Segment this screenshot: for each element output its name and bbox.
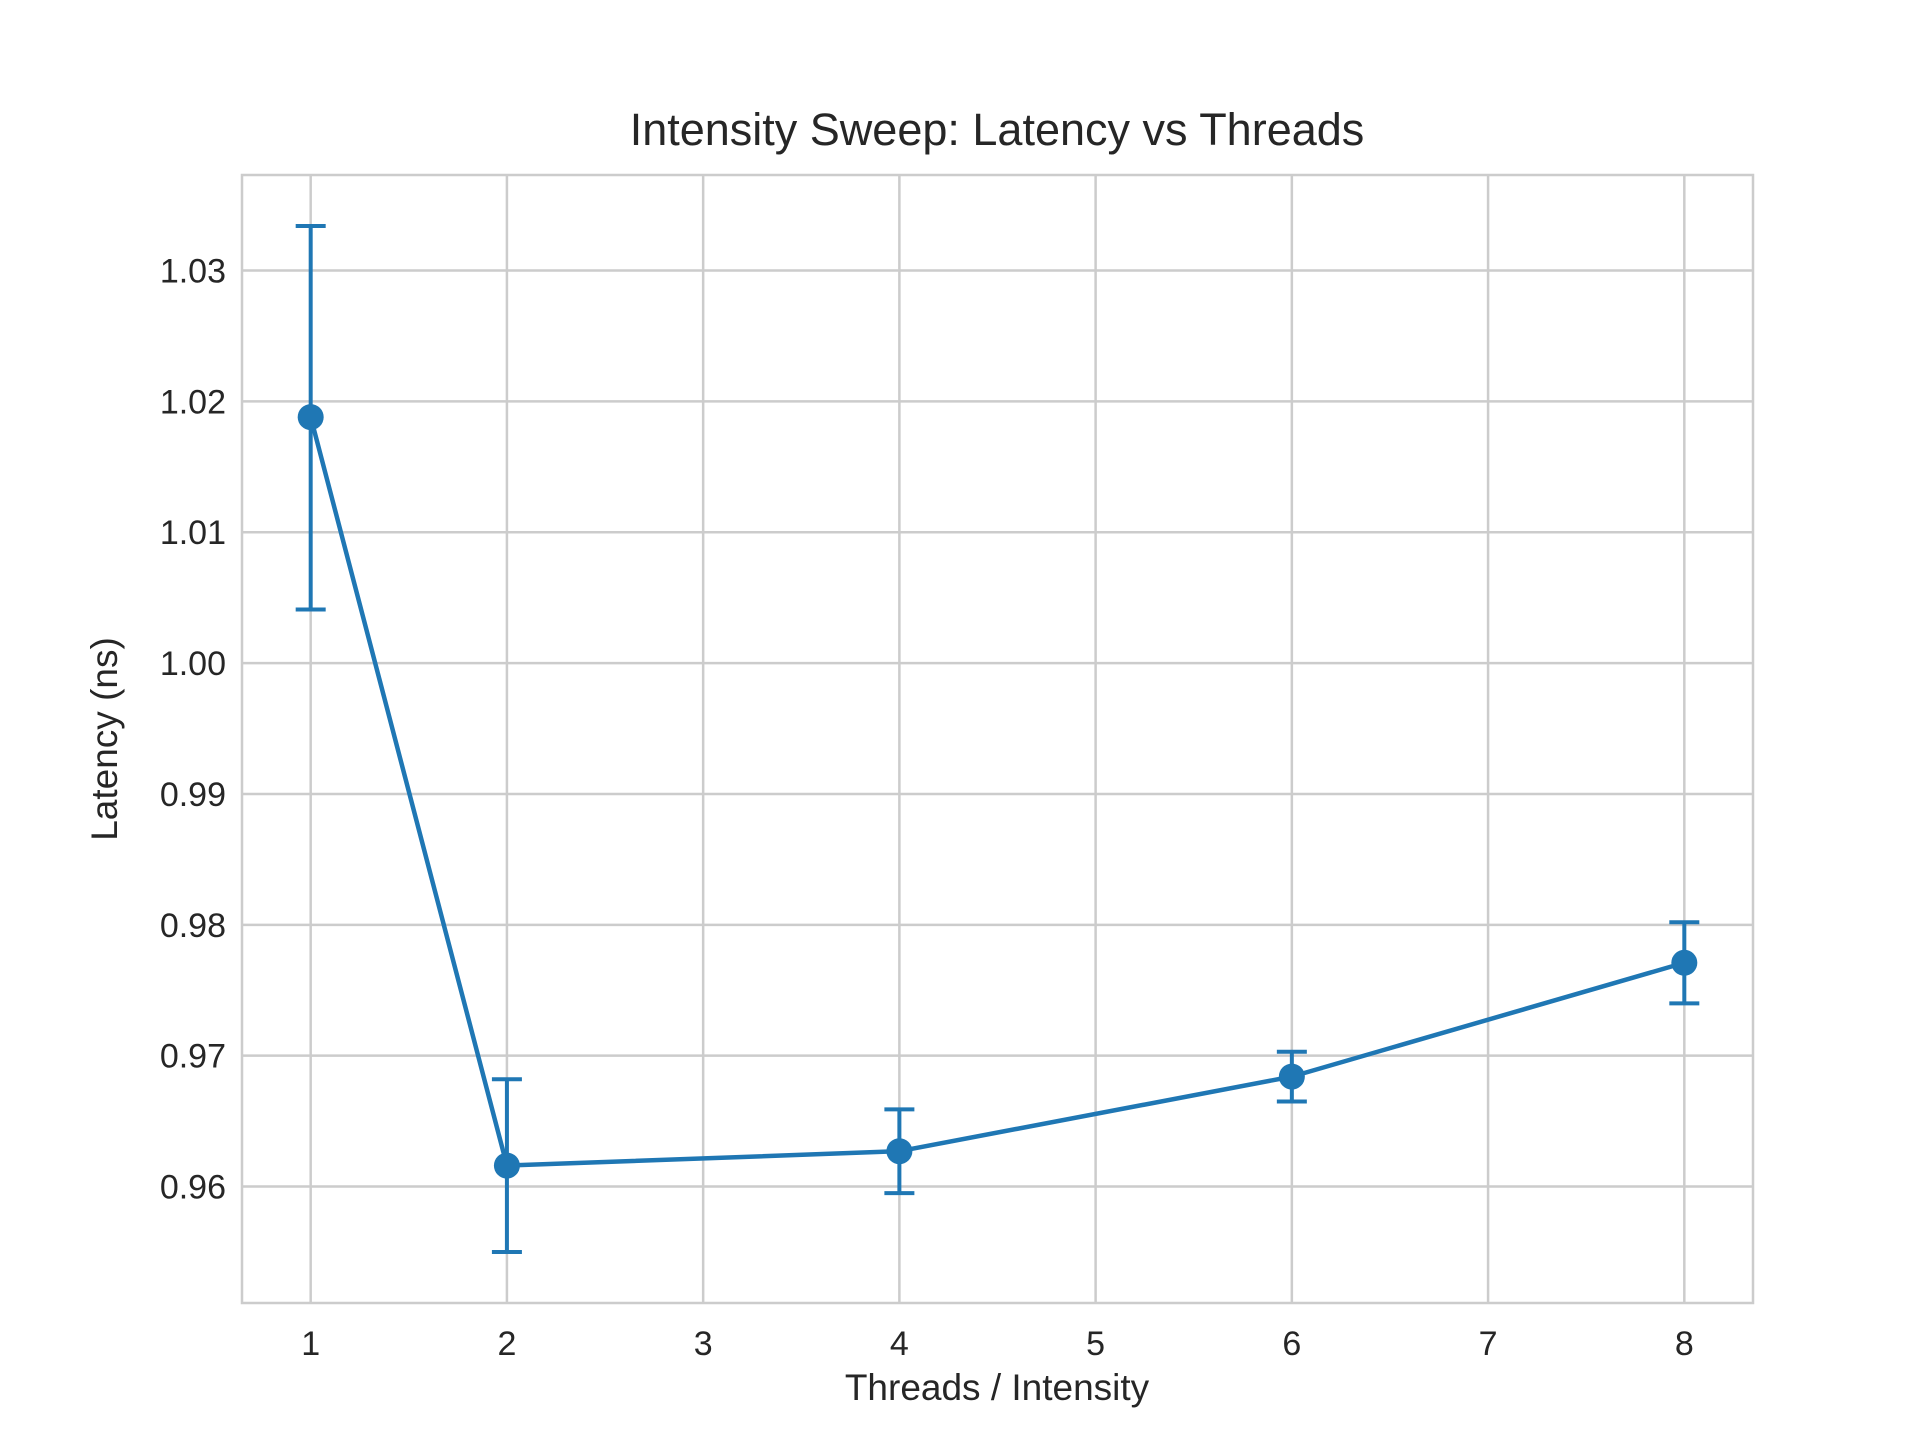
series xyxy=(295,224,1700,1254)
x-tick-label: 2 xyxy=(497,1325,516,1363)
y-tick-label: 0.96 xyxy=(160,1169,226,1207)
x-tick-label: 5 xyxy=(1086,1325,1105,1363)
x-tick-label: 4 xyxy=(890,1325,909,1363)
chart-title: Intensity Sweep: Latency vs Threads xyxy=(630,104,1365,155)
data-point xyxy=(1278,1063,1305,1090)
x-tick-label: 7 xyxy=(1479,1325,1498,1363)
data-point xyxy=(297,404,324,431)
plot-frame xyxy=(240,173,1755,1305)
y-tick-label: 1.00 xyxy=(160,645,226,683)
x-tick-label: 1 xyxy=(301,1325,320,1363)
x-tick-label: 8 xyxy=(1675,1325,1694,1363)
x-tick-label: 6 xyxy=(1282,1325,1301,1363)
data-point xyxy=(493,1152,520,1179)
y-tick-label: 1.03 xyxy=(160,253,226,291)
x-tick-label: 3 xyxy=(694,1325,713,1363)
y-axis-label: Latency (ns) xyxy=(84,637,125,841)
series-line xyxy=(308,416,1685,1168)
x-axis-label: Threads / Intensity xyxy=(845,1367,1150,1408)
data-point xyxy=(1671,949,1698,976)
tick-labels: 1 2 3 4 5 6 7 8 0.96 0.97 0.98 0.99 1.00 1.01 1.02 1.03 xyxy=(160,253,1694,1363)
y-tick-label: 0.98 xyxy=(160,907,226,945)
y-tick-label: 0.97 xyxy=(160,1038,226,1076)
y-tick-label: 1.01 xyxy=(160,514,226,552)
grid xyxy=(242,175,1753,1303)
data-point xyxy=(886,1138,913,1165)
y-tick-label: 1.02 xyxy=(160,383,226,421)
y-tick-label: 0.99 xyxy=(160,776,226,814)
